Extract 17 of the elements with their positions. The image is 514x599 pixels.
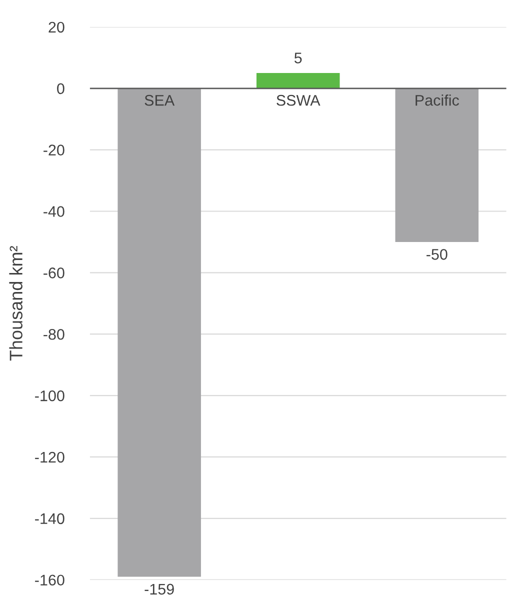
x-tick-label: Pacific [416,94,459,106]
y-axis-title: Thousand km² [9,246,22,361]
y-tick-label: -120 [35,452,64,463]
y-tick-label: -80 [44,328,64,340]
y-tick-label: -140 [35,513,64,524]
y-tick-label: 20 [48,22,64,33]
data-label: -159 [144,584,174,595]
y-tick-label: -60 [44,268,64,278]
x-tick-label: SEA [144,94,175,106]
x-tick-label: SSWA [276,94,320,106]
y-tick-label: 0 [57,83,64,94]
data-label: 5 [294,52,302,64]
y-tick-label: -40 [44,206,64,217]
y-tick-label: -160 [35,574,64,586]
data-label: -50 [426,249,448,260]
y-tick-label: -20 [44,144,64,156]
y-tick-label: -100 [35,390,64,402]
